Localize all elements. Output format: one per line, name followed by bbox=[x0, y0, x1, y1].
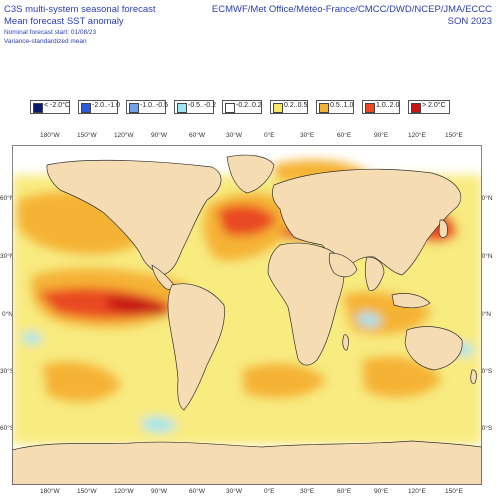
lon-label: 90°E bbox=[374, 132, 389, 139]
lon-label: 30°W bbox=[226, 488, 242, 495]
anomaly-cyan bbox=[357, 312, 382, 327]
legend-label: 1.0..2.0 bbox=[376, 102, 400, 109]
map-title: C3S multi-system seasonal forecast bbox=[4, 4, 156, 15]
lon-label: 60°W bbox=[189, 488, 205, 495]
anomaly-darkred bbox=[107, 296, 172, 315]
anomaly-orange bbox=[362, 356, 442, 398]
anomaly-cyan bbox=[142, 417, 177, 432]
lon-label: 120°E bbox=[408, 132, 426, 139]
island-madagascar bbox=[342, 334, 349, 351]
lat-label: 0°N bbox=[2, 311, 13, 318]
anomaly-red bbox=[217, 204, 277, 237]
legend-label: -0.5..-0.2 bbox=[188, 102, 217, 109]
legend-label: -2.0..-1.0 bbox=[92, 102, 121, 109]
legend-item: -1.0..-0.5 bbox=[126, 100, 169, 114]
legend-label: -0.2..0.2 bbox=[236, 102, 262, 109]
lat-label: 60°N bbox=[478, 195, 493, 202]
legend-item: > 2.0°C bbox=[408, 100, 450, 114]
lon-label: 0°E bbox=[264, 132, 275, 139]
continent-north-america bbox=[46, 159, 222, 276]
legend-swatch bbox=[273, 103, 283, 113]
peninsula-india bbox=[364, 256, 385, 291]
title-right-block: ECMWF/Met Office/Météo-France/CMCC/DWD/N… bbox=[212, 4, 492, 28]
lon-label: 120°E bbox=[408, 488, 426, 495]
legend-label: -1.0..-0.5 bbox=[140, 102, 169, 109]
continent-south-america bbox=[167, 283, 225, 411]
color-legend: < -2.0°C -2.0..-1.0 -1.0..-0.5 -0.5..-0.… bbox=[30, 100, 470, 114]
legend-swatch bbox=[225, 103, 235, 113]
legend-label: > 2.0°C bbox=[422, 102, 446, 109]
lon-label: 150°E bbox=[445, 488, 463, 495]
island-greenland bbox=[226, 154, 275, 194]
lon-label: 180°W bbox=[40, 132, 60, 139]
islands-indonesia bbox=[391, 293, 431, 309]
method-note: Variance-standardized mean bbox=[4, 38, 87, 45]
lat-label: 60°N bbox=[0, 195, 15, 202]
continent-australia bbox=[404, 326, 463, 371]
lon-label: 150°E bbox=[445, 132, 463, 139]
legend-swatch bbox=[129, 103, 139, 113]
lon-label: 150°W bbox=[77, 488, 97, 495]
lon-label: 60°E bbox=[337, 488, 352, 495]
lat-label: 60°S bbox=[478, 425, 493, 432]
anomaly-orange bbox=[242, 362, 327, 399]
legend-label: 0.2..0.5 bbox=[284, 102, 308, 109]
lon-label: 0°E bbox=[264, 488, 275, 495]
continent-eurasia bbox=[272, 168, 462, 276]
legend-item: -0.2..0.2 bbox=[222, 100, 262, 114]
lat-label: 0°N bbox=[480, 311, 491, 318]
legend-label: 0.5..1.0 bbox=[330, 102, 354, 109]
lon-label: 60°W bbox=[189, 132, 205, 139]
lon-label: 30°W bbox=[226, 132, 242, 139]
legend-swatch bbox=[33, 103, 43, 113]
map-frame bbox=[12, 145, 482, 485]
lat-label: 30°S bbox=[0, 368, 15, 375]
lon-label: 90°E bbox=[374, 488, 389, 495]
season-label: SON 2023 bbox=[447, 16, 492, 27]
map-subtitle: Mean forecast SST anomaly bbox=[4, 16, 124, 27]
lon-label: 150°W bbox=[77, 132, 97, 139]
island-new-zealand bbox=[470, 369, 477, 384]
legend-item: < -2.0°C bbox=[30, 100, 70, 114]
legend-item: 1.0..2.0 bbox=[362, 100, 400, 114]
lon-label: 120°W bbox=[114, 488, 134, 495]
legend-swatch bbox=[411, 103, 421, 113]
legend-label: < -2.0°C bbox=[44, 102, 70, 109]
peninsula-arabia bbox=[328, 252, 358, 278]
lat-label: 30°N bbox=[478, 253, 493, 260]
island-japan bbox=[438, 219, 448, 238]
legend-item: -2.0..-1.0 bbox=[78, 100, 121, 114]
land-masses bbox=[12, 154, 482, 485]
continent-central-america bbox=[151, 264, 175, 290]
lat-label: 30°N bbox=[0, 253, 15, 260]
sst-anomaly-map bbox=[12, 145, 482, 485]
title-block: C3S multi-system seasonal forecast Mean … bbox=[4, 4, 156, 46]
legend-item: 0.2..0.5 bbox=[270, 100, 308, 114]
anomaly-orange bbox=[42, 361, 122, 403]
legend-swatch bbox=[365, 103, 375, 113]
legend-item: 0.5..1.0 bbox=[316, 100, 354, 114]
lon-label: 90°W bbox=[151, 132, 167, 139]
legend-swatch bbox=[177, 103, 187, 113]
lon-label: 120°W bbox=[114, 132, 134, 139]
anomaly-cyan bbox=[22, 332, 42, 344]
lon-label: 180°W bbox=[40, 488, 60, 495]
lat-label: 30°S bbox=[478, 368, 493, 375]
legend-swatch bbox=[319, 103, 329, 113]
lat-label: 60°S bbox=[0, 425, 15, 432]
lon-label: 30°E bbox=[300, 488, 315, 495]
lon-label: 90°W bbox=[151, 488, 167, 495]
legend-item: -0.5..-0.2 bbox=[174, 100, 217, 114]
legend-swatch bbox=[81, 103, 91, 113]
lon-label: 60°E bbox=[337, 132, 352, 139]
lon-label: 30°E bbox=[300, 132, 315, 139]
centres-list: ECMWF/Met Office/Météo-France/CMCC/DWD/N… bbox=[211, 4, 492, 15]
continent-antarctica bbox=[12, 440, 482, 485]
forecast-start-note: Nominal forecast start: 01/08/23 bbox=[4, 29, 97, 36]
